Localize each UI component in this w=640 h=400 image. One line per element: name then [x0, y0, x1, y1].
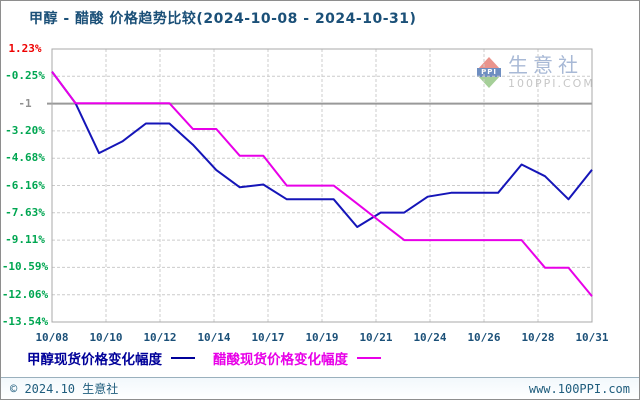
y-axis-label: -9.11%: [5, 233, 45, 247]
x-axis-label: 10/24: [413, 331, 447, 344]
y-axis-label: -3.20%: [5, 123, 45, 137]
x-axis-label: 10/14: [197, 331, 231, 344]
sunsirs-logo-icon: PPI: [477, 57, 501, 90]
x-axis-label: 10/21: [359, 331, 393, 344]
legend-item-methanol: 甲醇现货价格变化幅度: [27, 348, 195, 368]
methanol-series-line: [51, 71, 593, 228]
copyright-text: © 2024.10 生意社: [10, 382, 119, 396]
legend-item-acetic-acid: 醋酸现货价格变化幅度: [213, 348, 381, 368]
x-axis-label: 10/12: [143, 331, 177, 344]
watermark-brand: 生意社: [508, 53, 583, 77]
y-axis-label: -0.25%: [5, 69, 45, 83]
y-axis-label: -13.54%: [1, 315, 49, 328]
y-axis-label: -6.16%: [5, 178, 45, 192]
legend-line-sample: [357, 357, 381, 359]
legend-line-sample: [171, 357, 195, 359]
x-axis-label: 10/28: [521, 331, 555, 344]
legend: 甲醇现货价格变化幅度 醋酸现货价格变化幅度: [27, 348, 399, 368]
website-text: www.100PPI.com: [528, 381, 630, 396]
y-axis-label: 1.23%: [8, 42, 42, 55]
watermark: PPI 生意社 100PPI.COM: [477, 55, 595, 90]
legend-label: 醋酸现货价格变化幅度: [213, 352, 348, 368]
x-axis-label: 10/19: [305, 331, 339, 344]
footer-bar: © 2024.10 生意社 www.100PPI.com: [1, 377, 639, 399]
x-axis-label: 10/08: [35, 331, 69, 344]
y-axis-label: -1: [18, 96, 32, 110]
watermark-site: 100PPI.COM: [508, 77, 595, 90]
y-axis-label: -12.06%: [1, 287, 49, 301]
y-axis-label: -7.63%: [5, 205, 45, 219]
x-axis-label: 10/17: [251, 331, 285, 344]
watermark-text: 生意社 100PPI.COM: [508, 55, 595, 90]
x-axis-label: 10/26: [467, 331, 501, 344]
x-axis-label: 10/31: [575, 331, 609, 344]
y-axis-label: -4.68%: [5, 151, 45, 165]
x-axis-label: 10/10: [89, 331, 123, 344]
chart-title: 甲醇 - 醋酸 价格趋势比较(2024-10-08 - 2024-10-31): [29, 11, 417, 27]
legend-label: 甲醇现货价格变化幅度: [27, 352, 162, 368]
acetic-acid-series-line: [51, 71, 593, 297]
y-axis-label: -10.59%: [1, 260, 49, 274]
logo-ppi-badge: PPI: [477, 68, 501, 77]
